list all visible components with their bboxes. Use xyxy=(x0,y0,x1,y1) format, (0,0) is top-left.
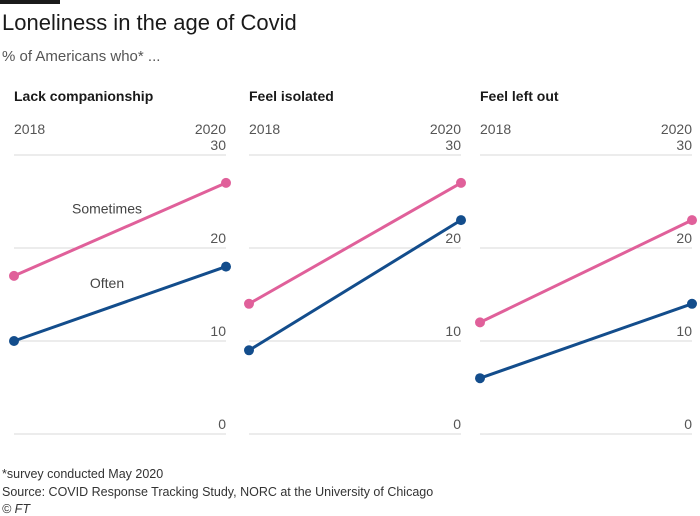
data-point-sometimes xyxy=(475,317,485,328)
data-point-sometimes xyxy=(9,270,19,281)
y-tick-label: 0 xyxy=(218,416,226,432)
chart-title: Loneliness in the age of Covid xyxy=(2,10,297,35)
y-tick-label: 0 xyxy=(453,416,461,432)
series-line-often xyxy=(478,302,694,380)
panel-title: Feel isolated xyxy=(249,88,334,104)
y-tick-label: 10 xyxy=(210,323,226,339)
source-footnote: Source: COVID Response Tracking Study, N… xyxy=(2,485,434,499)
y-tick-label: 20 xyxy=(445,230,461,246)
data-point-sometimes xyxy=(456,177,466,188)
y-tick-label: 30 xyxy=(210,137,226,153)
y-tick-label: 30 xyxy=(676,137,692,153)
data-point-often xyxy=(456,215,466,226)
ft-top-bar xyxy=(0,0,60,4)
y-tick-label: 0 xyxy=(684,416,692,432)
survey-footnote: *survey conducted May 2020 xyxy=(2,467,164,481)
series-line-often xyxy=(247,218,463,352)
panel-title: Feel left out xyxy=(480,88,559,104)
x-tick-label: 2020 xyxy=(195,121,226,137)
y-tick-label: 10 xyxy=(676,323,692,339)
data-point-often xyxy=(244,345,254,356)
series-label-sometimes: Sometimes xyxy=(72,200,142,216)
data-point-often xyxy=(687,298,697,309)
data-point-sometimes xyxy=(221,177,231,188)
x-tick-label: 2018 xyxy=(249,121,280,137)
y-tick-label: 10 xyxy=(445,323,461,339)
data-point-sometimes xyxy=(687,215,697,226)
x-tick-label: 2018 xyxy=(14,121,45,137)
data-point-often xyxy=(9,336,19,346)
series-label-often: Often xyxy=(90,275,124,291)
y-tick-label: 20 xyxy=(210,230,226,246)
data-point-sometimes xyxy=(244,298,254,309)
data-point-often xyxy=(475,373,485,384)
series-line-sometimes xyxy=(247,181,463,306)
chart-subtitle: % of Americans who* ... xyxy=(2,48,161,65)
x-tick-label: 2020 xyxy=(430,121,461,137)
y-tick-label: 30 xyxy=(445,137,461,153)
data-point-often xyxy=(221,261,231,272)
series-line-sometimes xyxy=(478,218,694,324)
x-tick-label: 2020 xyxy=(661,121,692,137)
panel-title: Lack companionship xyxy=(14,88,153,104)
ft-credit: © FT xyxy=(2,502,30,516)
series-line-often xyxy=(12,265,228,343)
x-tick-label: 2018 xyxy=(480,121,511,137)
series-line-sometimes xyxy=(12,181,228,278)
y-tick-label: 20 xyxy=(676,230,692,246)
